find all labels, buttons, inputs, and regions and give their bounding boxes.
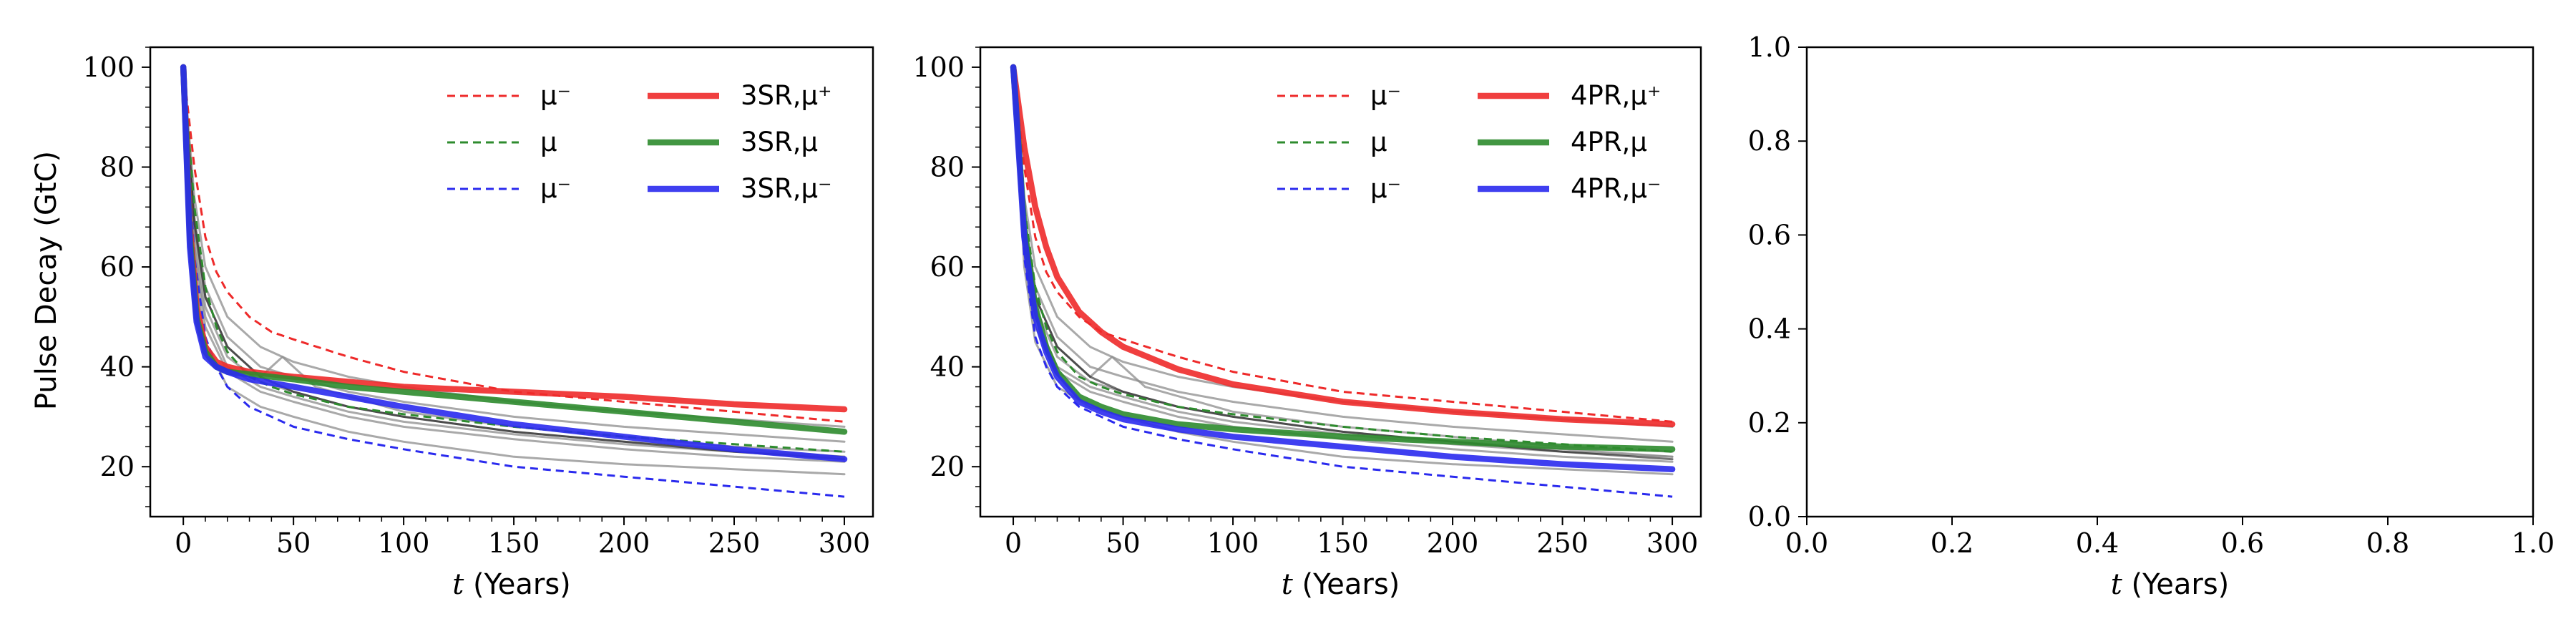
- legend-label: μ⁻: [1370, 80, 1401, 111]
- series-line-red-solid: [1010, 64, 1676, 428]
- legend-label: μ: [540, 127, 557, 157]
- panel-1: 0 50 100 150 200 250 300 20 40 60 80 100 t (Years) μ⁻…: [82, 46, 874, 601]
- x-tick-label: 50: [1106, 527, 1140, 559]
- y-tick-label: 40: [930, 351, 965, 383]
- x-tick-label: 300: [1646, 527, 1699, 559]
- series-line-blue-dashed: [1012, 67, 1673, 498]
- x-tick-label: 150: [1317, 527, 1369, 559]
- x-axis-label-units: (Years): [464, 568, 570, 601]
- x-axis-label-2: t (Years): [1282, 568, 1400, 601]
- legend-label: 3SR,μ: [741, 127, 818, 157]
- y-tick-label: 20: [930, 451, 965, 482]
- y-tick-label: 80: [930, 151, 965, 182]
- x-axis-label-units: (Years): [2122, 568, 2229, 601]
- x-tick-label: 100: [1207, 527, 1259, 559]
- x-axis-label-3: t (Years): [2111, 568, 2230, 601]
- legend-label: 3SR,μ⁻: [741, 173, 832, 204]
- series-line-red-dashed: [1012, 67, 1673, 423]
- x-axis-label-variable: t: [2111, 568, 2123, 601]
- x-tick-label: 0.4: [2076, 527, 2119, 559]
- legend-label: 4PR,μ⁻: [1571, 173, 1661, 204]
- legend-label: μ⁻: [540, 80, 571, 111]
- y-tick-label: 0.6: [1748, 219, 1791, 250]
- plot-area-2: [1010, 64, 1676, 498]
- legend-label: 4PR,μ⁺: [1571, 80, 1661, 111]
- legend-label: 3SR,μ⁺: [741, 80, 832, 111]
- x-tick-label: 250: [708, 527, 761, 559]
- series-line-green-solid: [1010, 64, 1676, 453]
- y-tick-label: 0.0: [1748, 501, 1791, 532]
- legend-label: μ: [1370, 127, 1387, 157]
- x-tick-label: 250: [1536, 527, 1589, 559]
- axes-frame-1: [149, 46, 874, 518]
- x-tick-label: 0.0: [1785, 527, 1828, 559]
- legend-label: μ⁻: [1370, 173, 1401, 204]
- y-tick-label: 0.2: [1748, 407, 1791, 439]
- y-axis-label: Pulse Decay (GtC): [30, 151, 63, 410]
- ensemble-line-0: [1012, 66, 1674, 443]
- series-line-blue-solid: [1010, 64, 1676, 472]
- x-tick-label: 300: [819, 527, 871, 559]
- series-line-green-solid: [180, 64, 848, 435]
- series-line-green-dashed: [1012, 67, 1673, 453]
- x-tick-label: 200: [598, 527, 650, 559]
- x-tick-label: 150: [488, 527, 540, 559]
- y-tick-label: 0.8: [1748, 125, 1791, 157]
- ensemble-line-7: [182, 66, 846, 461]
- plot-area-1: [180, 64, 848, 498]
- x-tick-label: 0.2: [1931, 527, 1974, 559]
- axes-frame-3: [1805, 46, 2534, 518]
- legend-label: μ⁻: [540, 173, 571, 204]
- panel-2: 0 50 100 150 200 250 300 20 40 60 80 100 t (Years) μ⁻…: [912, 46, 1702, 601]
- panel-3: 0.0 0.2 0.4 0.6 0.8 1.0 0.0 0.2 0.4 0.6 0.8 1.0 t (Y…: [1748, 31, 2555, 601]
- series-line-red-dashed: [182, 67, 845, 423]
- x-axis-label-variable: t: [452, 568, 464, 601]
- y-tick-label: 60: [100, 251, 135, 283]
- y-tick-label: 20: [100, 451, 135, 482]
- x-tick-label: 50: [276, 527, 311, 559]
- y-tick-label: 0.4: [1748, 313, 1791, 345]
- x-axis-label-units: (Years): [1293, 568, 1400, 601]
- x-tick-label: 0: [175, 527, 192, 559]
- axes-frame-2: [979, 46, 1702, 518]
- x-tick-label: 0.8: [2366, 527, 2409, 559]
- x-tick-label: 0.6: [2221, 527, 2264, 559]
- legend-1: μ⁻ μ μ⁻ 3SR,μ⁺ 3SR,μ 3SR,μ⁻: [447, 80, 832, 204]
- x-axis-label-variable: t: [1282, 568, 1294, 601]
- series-line-blue-solid: [180, 64, 848, 462]
- y-tick-label: 1.0: [1748, 31, 1791, 63]
- x-tick-label: 0: [1005, 527, 1022, 559]
- ensemble-line-6: [182, 66, 846, 458]
- y-tick-label: 80: [100, 151, 135, 182]
- legend-2: μ⁻ μ μ⁻ 4PR,μ⁺ 4PR,μ 4PR,μ⁻: [1277, 80, 1661, 204]
- x-tick-label: 1.0: [2512, 527, 2555, 559]
- ensemble-line-2: [182, 66, 846, 463]
- x-axis-label-1: t (Years): [452, 568, 571, 601]
- y-tick-label: 60: [930, 251, 965, 283]
- x-tick-label: 100: [378, 527, 430, 559]
- y-tick-label: 40: [100, 351, 135, 383]
- legend-label: 4PR,μ: [1571, 127, 1647, 157]
- y-tick-label: 100: [82, 52, 135, 83]
- x-tick-label: 200: [1427, 527, 1479, 559]
- y-tick-label: 100: [912, 52, 965, 83]
